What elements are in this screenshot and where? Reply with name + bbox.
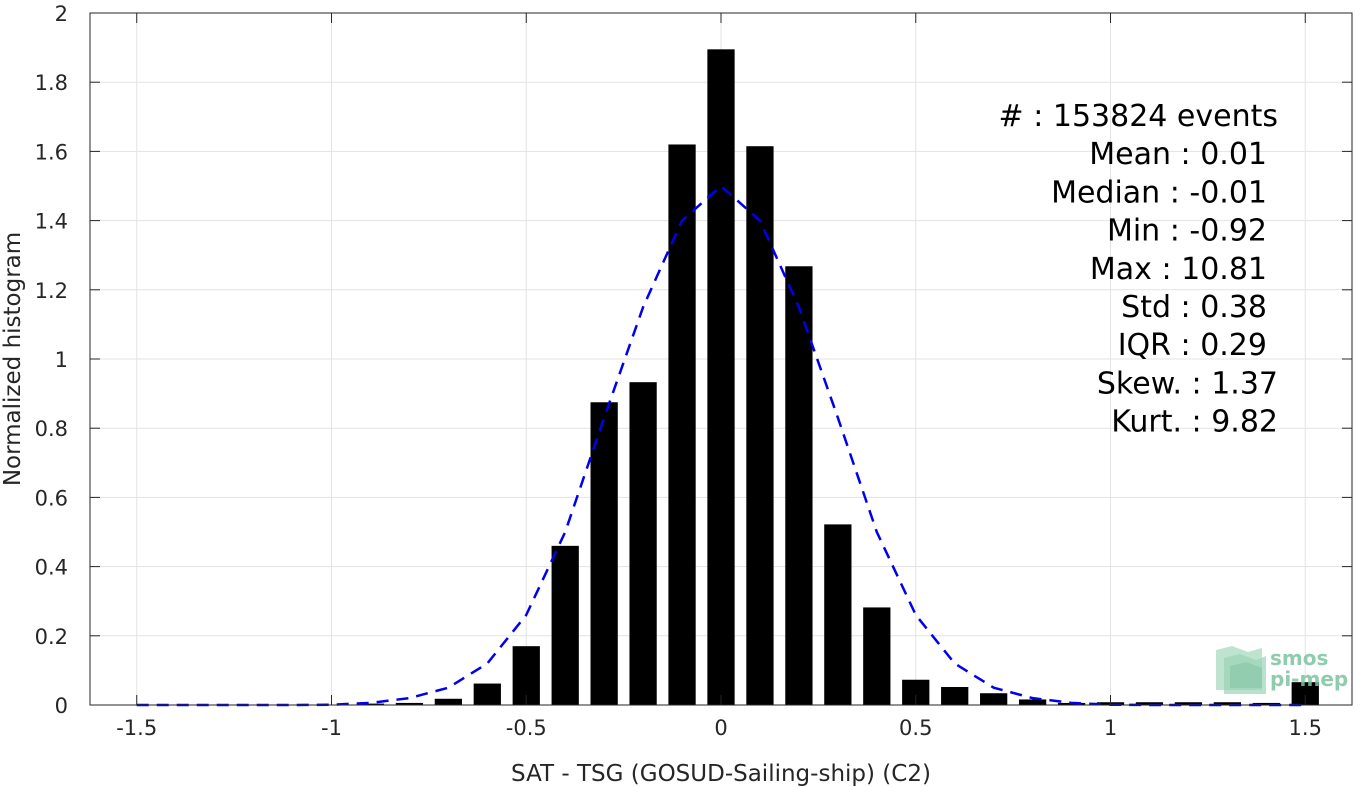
y-tick-label: 1.2 <box>35 279 68 303</box>
stat-line: # : 153824 events <box>999 99 1278 134</box>
logo-text-smos: smos <box>1270 646 1328 670</box>
y-tick-label: 0.2 <box>35 625 68 649</box>
x-tick-label: -1.5 <box>116 716 157 740</box>
histogram-bar <box>356 703 385 705</box>
x-tick-label: -0.5 <box>506 716 547 740</box>
histogram-bar <box>824 524 852 705</box>
y-tick-label: 1.8 <box>35 71 68 95</box>
histogram-bar <box>707 49 735 705</box>
x-tick-label: 1.5 <box>1289 716 1322 740</box>
histogram-bar <box>1018 699 1047 705</box>
stat-line: Median : -0.01 <box>1051 175 1267 210</box>
stat-line: IQR : 0.29 <box>1118 328 1267 363</box>
histogram-bar <box>941 687 969 705</box>
histogram-bar <box>590 402 618 705</box>
y-tick-label: 1.6 <box>35 140 68 164</box>
x-tick-label: -1 <box>321 716 342 740</box>
histogram-bar <box>629 382 657 705</box>
stat-line: Mean : 0.01 <box>1089 137 1267 172</box>
logo-text-pi-mep: pi-mep <box>1270 667 1348 691</box>
histogram-bars <box>356 49 1319 706</box>
y-tick-label: 0.6 <box>35 486 68 510</box>
y-tick-label: 0.4 <box>35 556 68 580</box>
y-tick-label: 0.8 <box>35 417 68 441</box>
y-tick-label: 1.4 <box>35 210 68 234</box>
x-axis-ticks: -1.5 -1 -0.5 0 0.5 1 1.5 <box>116 13 1322 740</box>
histogram-bar <box>1135 702 1164 705</box>
stat-line: Skew. : 1.37 <box>1097 366 1278 401</box>
x-tick-label: 0.5 <box>899 716 932 740</box>
stat-line: Min : -0.92 <box>1107 214 1267 249</box>
histogram-bar <box>746 146 774 705</box>
stat-line: Std : 0.38 <box>1121 290 1267 325</box>
histogram-bar <box>395 702 424 705</box>
histogram-bar <box>1291 682 1319 705</box>
y-tick-label: 0 <box>55 694 68 718</box>
y-tick-label: 2 <box>55 2 68 26</box>
x-tick-label: 0 <box>714 716 727 740</box>
smos-pi-mep-logo: smos pi-mep <box>1216 646 1348 694</box>
histogram-bar <box>1213 702 1241 705</box>
x-axis-label: SAT - TSG (GOSUD-Sailing-ship) (C2) <box>511 761 931 787</box>
histogram-bar <box>434 698 462 705</box>
stat-line: Kurt. : 9.82 <box>1111 405 1278 440</box>
histogram-bar <box>668 144 696 706</box>
stat-line: Max : 10.81 <box>1090 252 1267 287</box>
histogram-bar <box>551 545 579 705</box>
histogram-bar <box>980 693 1008 705</box>
histogram-bar <box>863 607 891 705</box>
logo-waves-icon <box>1216 646 1266 694</box>
histogram-bar <box>1252 702 1280 705</box>
histogram-bar <box>1174 702 1203 705</box>
histogram-bar <box>785 266 813 705</box>
y-axis-ticks: 0 0.2 0.4 0.6 0.8 1 1.2 1.4 1.6 1.8 2 <box>35 2 1352 718</box>
y-axis-label: Normalized histogram <box>0 232 26 486</box>
x-tick-label: 1 <box>1104 716 1117 740</box>
y-tick-label: 1 <box>55 348 68 372</box>
histogram-bar <box>473 683 501 705</box>
